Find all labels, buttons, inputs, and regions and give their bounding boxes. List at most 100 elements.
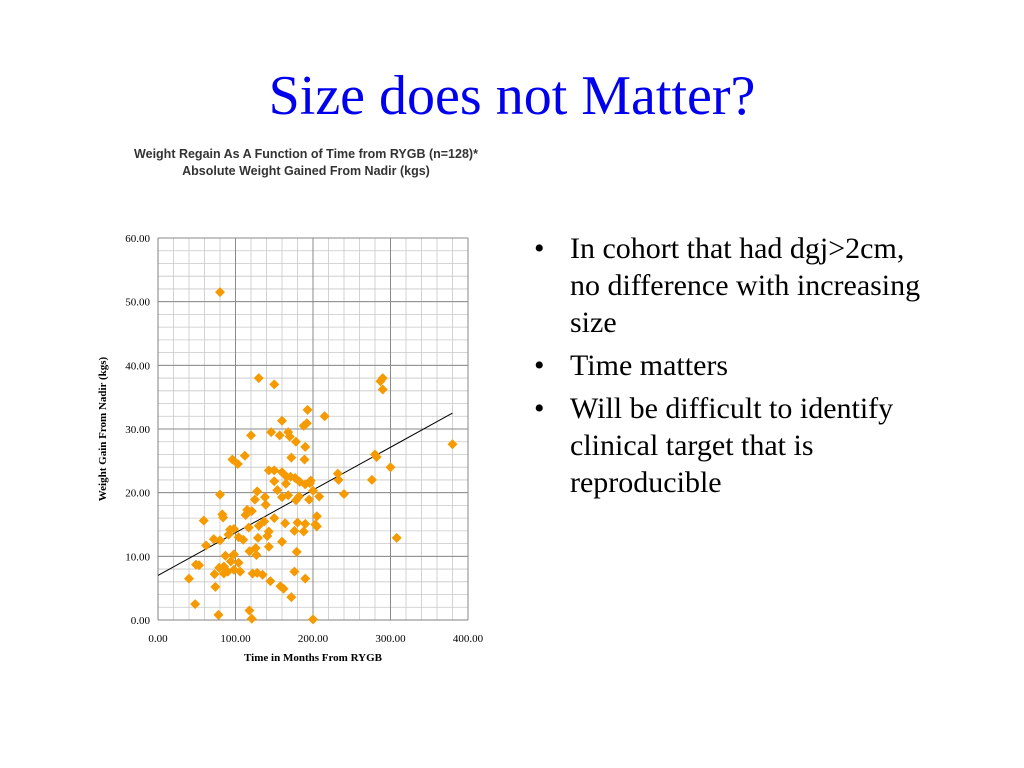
data-point	[291, 546, 302, 557]
data-point	[238, 534, 249, 545]
data-point	[289, 525, 300, 536]
chart-title: Weight Regain As A Function of Time from…	[134, 147, 478, 161]
bullet-text: Will be difficult to identify clinical t…	[570, 392, 894, 499]
data-point	[289, 566, 300, 577]
data-point	[300, 518, 311, 529]
data-point	[252, 486, 263, 497]
data-point	[308, 485, 318, 496]
data-point	[332, 468, 343, 479]
scatter-chart: 0.00 10.00 20.00 30.00 40.00 50.00 60.00 0.00 10…	[97, 233, 484, 664]
data-point	[232, 459, 243, 470]
data-point	[184, 573, 194, 584]
bullet-text: In cohort that had dgj>2cm, no differenc…	[570, 232, 921, 339]
slide-title: Size does not Matter?	[268, 65, 756, 127]
data-point	[304, 494, 315, 505]
data-point	[194, 560, 205, 571]
data-point	[252, 532, 263, 543]
data-point	[263, 541, 274, 552]
y-tick-label: 60.00	[125, 233, 150, 245]
data-point	[277, 536, 287, 547]
bullet-item: • Will be difficult to identify clinical…	[532, 390, 932, 501]
data-point	[447, 439, 458, 450]
data-point	[286, 592, 297, 603]
data-point	[228, 549, 239, 560]
data-point	[259, 492, 270, 503]
data-points	[184, 287, 458, 625]
data-point	[311, 511, 322, 522]
y-tick-label: 0.00	[131, 615, 151, 627]
chart-subtitle: Absolute Weight Gained From Nadir (kgs)	[182, 164, 430, 178]
y-tick-label: 10.00	[125, 551, 150, 563]
data-point	[246, 430, 256, 441]
data-point	[366, 474, 377, 485]
data-point	[280, 518, 291, 529]
data-point	[274, 430, 285, 441]
data-point	[283, 427, 294, 438]
data-point	[290, 436, 301, 447]
data-point	[218, 561, 229, 572]
data-point	[314, 491, 325, 502]
y-tick-label: 50.00	[125, 297, 150, 309]
data-point	[280, 478, 291, 489]
x-tick-label: 0.00	[148, 633, 168, 645]
data-point	[298, 420, 309, 431]
data-point	[319, 411, 330, 422]
data-point	[333, 474, 344, 485]
bullet-marker: •	[534, 349, 545, 382]
bullet-list: • In cohort that had dgj>2cm, no differe…	[532, 230, 932, 507]
x-tick-label: 100.00	[220, 633, 251, 645]
data-point	[302, 404, 313, 415]
data-point	[239, 450, 250, 461]
data-point	[265, 576, 276, 587]
data-point	[252, 567, 263, 578]
data-point	[266, 427, 277, 438]
data-point	[300, 573, 311, 584]
y-tick-label: 20.00	[125, 488, 150, 500]
data-point	[253, 373, 264, 384]
data-point	[233, 557, 244, 568]
data-point	[243, 522, 254, 533]
data-point	[251, 550, 262, 561]
data-point	[298, 526, 309, 537]
data-point	[259, 516, 270, 527]
data-point	[311, 521, 322, 532]
data-point	[208, 534, 219, 545]
data-point	[209, 569, 220, 580]
bullet-text: Time matters	[570, 349, 729, 382]
data-point	[215, 287, 225, 298]
bullet-item: • In cohort that had dgj>2cm, no differe…	[532, 230, 932, 341]
data-point	[260, 499, 271, 510]
data-point	[218, 568, 229, 579]
data-point	[283, 490, 294, 501]
x-tick-label: 300.00	[375, 633, 406, 645]
data-point	[370, 449, 380, 460]
data-point	[377, 384, 388, 395]
bullet-item: • Time matters	[532, 347, 932, 384]
data-point	[294, 491, 305, 502]
bullet-marker: •	[534, 392, 545, 425]
data-point	[240, 509, 251, 520]
data-point	[249, 494, 260, 505]
data-point	[278, 583, 289, 594]
data-point	[223, 529, 234, 540]
x-tick-label: 200.00	[298, 633, 329, 645]
data-point	[339, 488, 349, 499]
data-point	[292, 517, 303, 528]
data-point	[244, 546, 255, 557]
data-point	[210, 581, 221, 592]
data-point	[262, 530, 273, 541]
data-point	[375, 376, 386, 387]
y-tick-label: 40.00	[125, 360, 150, 372]
data-point	[190, 599, 201, 610]
data-point	[235, 566, 246, 577]
data-point	[299, 454, 310, 465]
data-point	[225, 556, 236, 567]
data-point	[217, 509, 228, 520]
data-point	[263, 465, 274, 476]
y-axis-title: Weight Gain From Nadir (kgs)	[97, 356, 109, 501]
data-point	[242, 504, 253, 515]
data-point	[246, 506, 257, 517]
data-point	[305, 475, 316, 486]
data-point	[269, 476, 280, 487]
data-point	[300, 441, 311, 452]
